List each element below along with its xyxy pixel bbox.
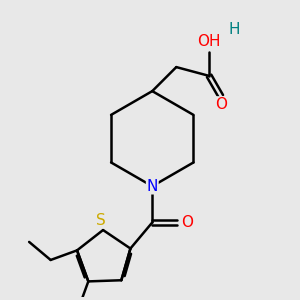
Text: N: N <box>147 179 158 194</box>
Text: OH: OH <box>197 34 221 49</box>
Text: H: H <box>228 22 240 37</box>
Text: O: O <box>181 215 193 230</box>
Text: O: O <box>215 97 227 112</box>
Text: S: S <box>96 213 106 228</box>
